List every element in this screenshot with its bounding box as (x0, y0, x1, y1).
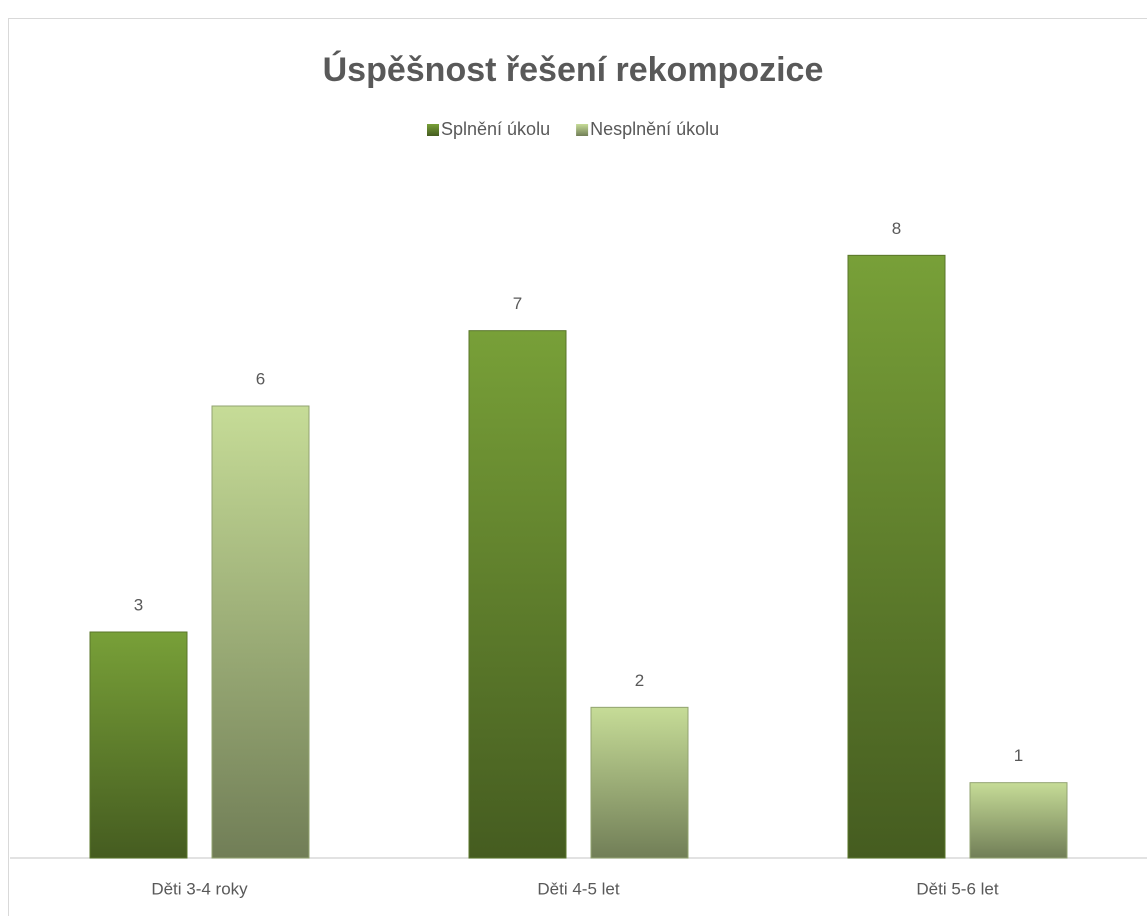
chart-title: Úspěšnost řešení rekompozice (323, 51, 824, 89)
legend-swatch (576, 124, 589, 136)
legend-label: Splnění úkolu (441, 119, 550, 139)
bar (89, 631, 188, 859)
bar (468, 330, 567, 859)
data-label: 1 (1014, 746, 1023, 765)
legend-swatch (427, 124, 439, 136)
legend-label: Nesplnění úkolu (590, 119, 719, 139)
x-tick-label: Děti 5-6 let (916, 879, 998, 898)
bar (847, 254, 946, 859)
bar (211, 405, 310, 859)
data-label: 7 (513, 294, 522, 313)
x-tick-label: Děti 3-4 roky (151, 879, 248, 898)
data-label: 6 (256, 369, 265, 388)
data-label: 2 (635, 671, 644, 690)
data-label: 8 (892, 219, 901, 238)
bar (969, 782, 1068, 859)
data-label: 3 (134, 595, 143, 614)
chart-border (8, 18, 1147, 916)
bar (590, 706, 689, 859)
x-tick-label: Děti 4-5 let (537, 879, 619, 898)
